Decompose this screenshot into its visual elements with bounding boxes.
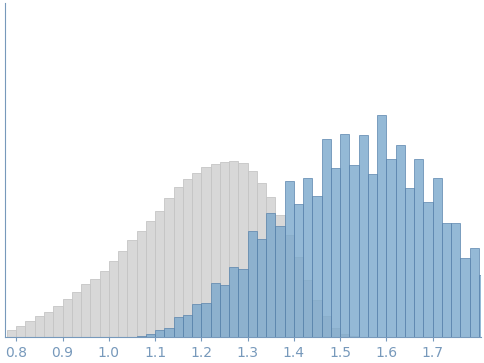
Bar: [118, 251, 127, 337]
Bar: [91, 279, 100, 337]
Bar: [146, 221, 155, 337]
Bar: [340, 134, 349, 337]
Bar: [53, 306, 62, 337]
Bar: [414, 159, 424, 337]
Bar: [340, 334, 349, 337]
Bar: [155, 211, 164, 337]
Bar: [331, 168, 340, 337]
Bar: [266, 213, 275, 337]
Bar: [229, 267, 238, 337]
Bar: [395, 145, 405, 337]
Bar: [275, 215, 285, 337]
Bar: [164, 328, 174, 337]
Bar: [285, 235, 294, 337]
Bar: [192, 304, 201, 337]
Bar: [211, 283, 220, 337]
Bar: [294, 257, 303, 337]
Bar: [81, 284, 91, 337]
Bar: [174, 187, 183, 337]
Bar: [238, 269, 248, 337]
Bar: [248, 231, 257, 337]
Bar: [72, 292, 81, 337]
Bar: [164, 199, 174, 337]
Bar: [469, 248, 479, 337]
Bar: [257, 238, 266, 337]
Bar: [183, 179, 192, 337]
Bar: [44, 312, 53, 337]
Bar: [100, 271, 109, 337]
Bar: [303, 280, 312, 337]
Bar: [127, 240, 136, 337]
Bar: [349, 336, 359, 337]
Bar: [16, 326, 26, 337]
Bar: [359, 135, 368, 337]
Bar: [312, 196, 321, 337]
Bar: [26, 321, 35, 337]
Bar: [479, 275, 484, 337]
Bar: [62, 299, 72, 337]
Bar: [174, 317, 183, 337]
Bar: [303, 178, 312, 337]
Bar: [136, 231, 146, 337]
Bar: [136, 335, 146, 337]
Bar: [451, 223, 460, 337]
Bar: [331, 328, 340, 337]
Bar: [442, 223, 451, 337]
Bar: [321, 317, 331, 337]
Bar: [220, 285, 229, 337]
Bar: [229, 160, 238, 337]
Bar: [386, 159, 395, 337]
Bar: [294, 204, 303, 337]
Bar: [377, 115, 386, 337]
Bar: [257, 183, 266, 337]
Bar: [155, 330, 164, 337]
Bar: [211, 164, 220, 337]
Bar: [238, 163, 248, 337]
Bar: [266, 197, 275, 337]
Bar: [35, 317, 44, 337]
Bar: [405, 188, 414, 337]
Bar: [201, 167, 211, 337]
Bar: [312, 301, 321, 337]
Bar: [201, 303, 211, 337]
Bar: [248, 171, 257, 337]
Bar: [7, 330, 16, 337]
Bar: [275, 226, 285, 337]
Bar: [192, 173, 201, 337]
Bar: [220, 162, 229, 337]
Bar: [349, 165, 359, 337]
Bar: [424, 202, 433, 337]
Bar: [285, 181, 294, 337]
Bar: [183, 315, 192, 337]
Bar: [433, 178, 442, 337]
Bar: [146, 334, 155, 337]
Bar: [460, 258, 469, 337]
Bar: [368, 174, 377, 337]
Bar: [321, 139, 331, 337]
Bar: [109, 261, 118, 337]
